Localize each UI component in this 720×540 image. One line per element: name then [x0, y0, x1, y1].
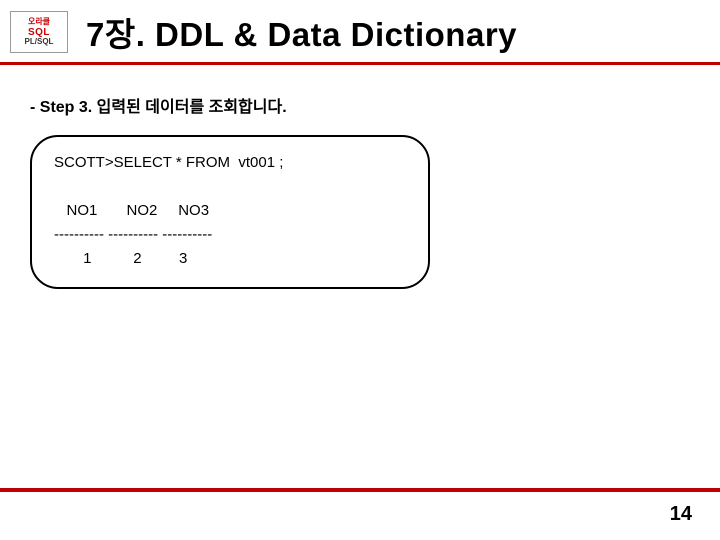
step-label: - Step 3. 입력된 데이터를 조회합니다.	[30, 93, 690, 117]
code-line-1: SCOTT>SELECT * FROM vt001 ;	[54, 154, 283, 171]
slide-content: - Step 3. 입력된 데이터를 조회합니다. SCOTT>SELECT *…	[0, 65, 720, 289]
logo-line3: PL/SQL	[25, 38, 54, 47]
slide-title: 7장. DDL & Data Dictionary	[86, 8, 517, 56]
page-number: 14	[670, 503, 692, 526]
code-line-4: 1 2 3	[54, 250, 187, 267]
logo-line2: SQL	[28, 27, 50, 38]
sql-output-box: SCOTT>SELECT * FROM vt001 ; NO1 NO2 NO3 …	[30, 135, 430, 289]
footer-divider	[0, 488, 720, 492]
code-line-3: ---------- ---------- ----------	[54, 226, 212, 243]
logo-line1: 오라클	[28, 18, 50, 27]
oracle-logo: 오라클 SQL PL/SQL	[10, 11, 68, 53]
slide-header: 오라클 SQL PL/SQL 7장. DDL & Data Dictionary	[0, 0, 720, 65]
code-line-2: NO1 NO2 NO3	[54, 202, 209, 219]
